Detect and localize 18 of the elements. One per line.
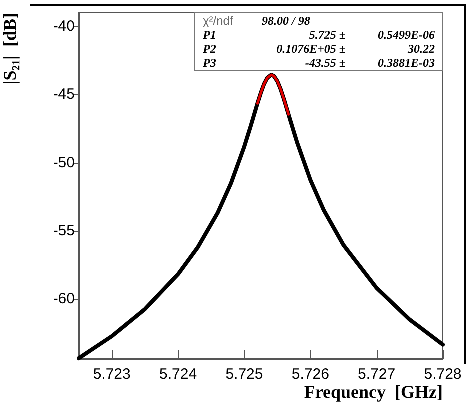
text: P2 0.1076E+05 ± 30.22 (203, 42, 435, 56)
y-axis-title: |S₂₁| [dB] (0, 13, 20, 85)
x-tick-label: 5.728 (424, 366, 462, 383)
y-tick-label: -50 (53, 154, 75, 172)
x-tick-label: 5.727 (358, 366, 396, 383)
text: P3 -43.55 ± 0.3881E-03 (203, 56, 435, 70)
x-tick-label: 5.725 (226, 366, 264, 383)
y-tick-label: -60 (53, 290, 75, 308)
x-tick-label: 5.723 (93, 366, 131, 383)
y-tick-label: -40 (53, 18, 75, 36)
x-tick-label: 5.724 (160, 366, 198, 383)
y-tick-label: -55 (53, 222, 75, 240)
y-tick-label: -45 (53, 86, 75, 104)
line-series (256, 74, 290, 116)
text: P1 5.725 ± 0.5499E-06 (203, 28, 435, 42)
x-axis-title: Frequency [GHz] (304, 382, 443, 402)
x-tick-label: 5.726 (292, 366, 330, 383)
text: χ²/ndf 98.00 / 98 (203, 14, 310, 28)
